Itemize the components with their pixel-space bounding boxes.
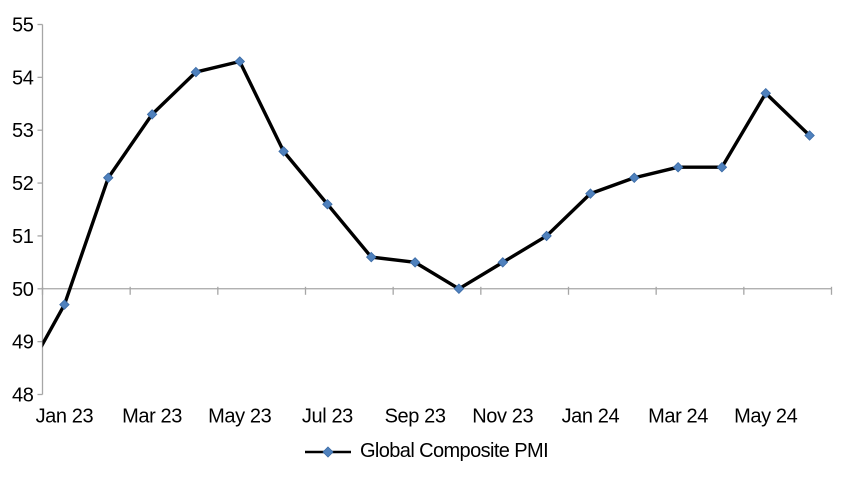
- chart-legend: Global Composite PMI: [0, 440, 852, 463]
- data-point-marker: [234, 56, 246, 67]
- x-tick-label: May 24: [734, 406, 797, 428]
- x-tick-label: Nov 23: [472, 406, 533, 428]
- data-point-marker: [322, 198, 333, 210]
- data-point-marker: [453, 283, 465, 295]
- x-tick-label: Sep 23: [385, 406, 446, 428]
- data-point-marker: [102, 172, 114, 184]
- y-tick-label: 50: [12, 279, 34, 301]
- series-global-composite-pmi: [42, 56, 815, 348]
- data-point-marker: [497, 257, 509, 268]
- data-point-marker: [409, 257, 421, 268]
- y-tick-label: 48: [12, 385, 34, 407]
- y-tick-label: 52: [12, 173, 34, 195]
- data-point-marker: [628, 172, 640, 184]
- data-point-marker: [59, 299, 70, 310]
- data-point-marker: [716, 161, 728, 173]
- data-point-marker: [146, 109, 158, 120]
- y-tick-label: 51: [12, 226, 34, 248]
- data-point-marker: [760, 87, 772, 99]
- pmi-chart-plot: 48 49 50 51 52 53 54 55 Jan 23 Mar 23 May 23 Jul 23…: [12, 15, 833, 428]
- x-tick-label: Jan 23: [36, 406, 94, 428]
- y-tick-label: 53: [12, 120, 34, 142]
- legend-marker-diamond-icon: [322, 445, 334, 458]
- data-point-marker: [804, 130, 815, 141]
- data-point-marker: [190, 66, 202, 78]
- y-tick-label: 54: [12, 67, 34, 89]
- data-point-marker: [672, 161, 684, 173]
- x-tick-label: May 23: [208, 406, 271, 428]
- x-tick-label: Jul 23: [302, 406, 353, 428]
- y-tick-label: 55: [12, 15, 34, 37]
- data-point-marker: [541, 230, 552, 242]
- x-tick-label: Mar 24: [648, 406, 708, 428]
- data-point-marker: [585, 188, 596, 199]
- series-line: [42, 59, 812, 348]
- x-tick-label: Jan 24: [562, 406, 620, 428]
- y-tick-label: 49: [12, 332, 34, 354]
- legend-label: Global Composite PMI: [359, 440, 549, 462]
- x-tick-label: Mar 23: [122, 406, 182, 428]
- legend-line-marker-sample: [304, 445, 351, 458]
- data-point-marker: [278, 146, 289, 157]
- data-point-marker: [365, 251, 377, 263]
